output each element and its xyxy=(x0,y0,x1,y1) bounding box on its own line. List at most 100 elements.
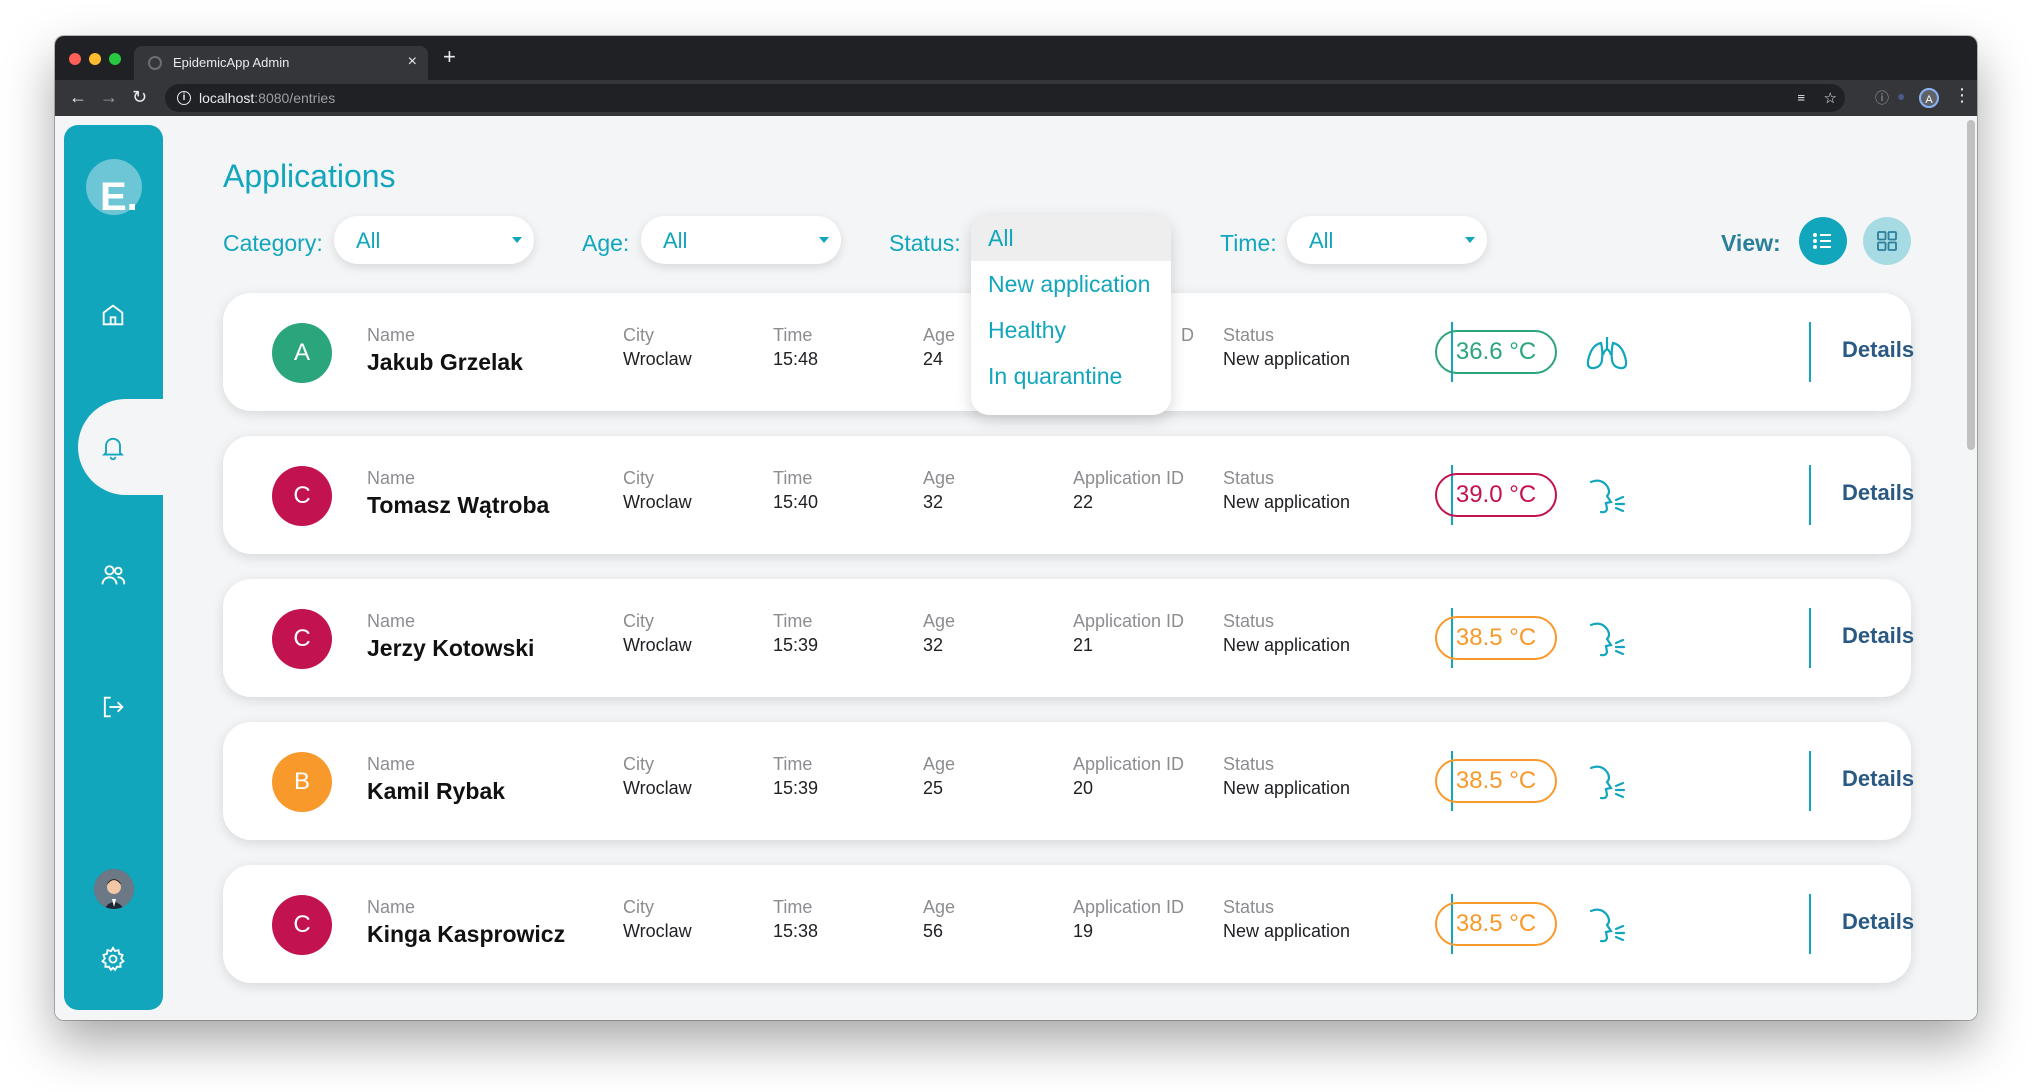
application-id-label: Application ID xyxy=(1073,468,1185,488)
tab-close-icon[interactable]: × xyxy=(407,53,417,70)
extension-info-icon[interactable]: ⓘ xyxy=(1875,90,1889,106)
details-link[interactable]: Details xyxy=(1842,480,1915,505)
back-arrow-icon[interactable]: ← xyxy=(69,87,87,107)
status-dropdown[interactable]: All New application Healthy In quarantin… xyxy=(971,215,1171,415)
city-label: City xyxy=(623,897,654,917)
category-select[interactable]: All xyxy=(334,216,534,264)
age-select[interactable]: All xyxy=(641,216,841,264)
time-label: Time xyxy=(773,754,813,774)
forward-arrow-icon[interactable]: → xyxy=(100,87,118,107)
application-id-value: 20 xyxy=(1073,778,1094,798)
browser-menu-icon[interactable]: ⋮ xyxy=(1953,85,1971,105)
application-row[interactable]: B Name Kamil Rybak City Wroclaw Time 15:… xyxy=(223,722,1915,840)
time-value: 15:40 xyxy=(773,492,819,512)
applicant-avatar: C xyxy=(272,895,332,955)
reload-icon[interactable]: ↻ xyxy=(132,87,148,107)
list-view-button[interactable] xyxy=(1799,217,1847,265)
application-row[interactable]: C Name Tomasz Wątroba City Wroclaw Time … xyxy=(223,436,1915,554)
translate-icon[interactable]: ≡ xyxy=(1797,90,1805,105)
name-label: Name xyxy=(367,754,416,774)
logout-icon[interactable] xyxy=(99,693,127,721)
city-value: Wroclaw xyxy=(623,635,692,655)
age-value: 32 xyxy=(923,492,944,512)
application-id-value: 19 xyxy=(1073,921,1094,941)
details-link[interactable]: Details xyxy=(1842,337,1915,362)
status-value: New application xyxy=(1223,778,1351,798)
page-content: E. xyxy=(55,116,1977,1020)
row-divider xyxy=(1809,894,1811,954)
globe-icon xyxy=(148,56,162,70)
details-link[interactable]: Details xyxy=(1842,623,1915,648)
new-tab-button[interactable]: + xyxy=(443,44,456,69)
info-icon[interactable]: i xyxy=(177,91,191,105)
status-value: New application xyxy=(1223,921,1351,941)
name-label: Name xyxy=(367,611,416,631)
minimize-window-button[interactable] xyxy=(89,53,101,65)
details-link[interactable]: Details xyxy=(1842,766,1915,791)
cough-icon xyxy=(1589,622,1626,657)
status-option-healthy[interactable]: Healthy xyxy=(988,317,1066,343)
applicant-avatar: B xyxy=(272,752,332,812)
profile-avatar[interactable]: A xyxy=(1919,88,1939,108)
status-label: Status xyxy=(1223,325,1275,345)
temperature-badge: 38.5 °C xyxy=(1435,616,1557,660)
lungs-icon xyxy=(1586,337,1628,370)
status-option-in-quarantine[interactable]: In quarantine xyxy=(988,363,1123,389)
sidebar-item-notifications[interactable] xyxy=(78,399,178,495)
user-avatar[interactable] xyxy=(94,869,134,909)
name-label: Name xyxy=(367,325,416,345)
age-value: 56 xyxy=(923,921,944,941)
maximize-window-button[interactable] xyxy=(109,53,121,65)
age-value: 24 xyxy=(923,349,944,369)
temperature-badge: 38.5 °C xyxy=(1435,902,1557,946)
city-label: City xyxy=(623,754,654,774)
url-text[interactable]: localhost:8080/entries xyxy=(199,90,336,106)
extension-icon[interactable]: ● xyxy=(1897,88,1906,104)
symptom-icon-slot xyxy=(1583,619,1631,659)
symptom-icon-slot xyxy=(1583,762,1631,802)
grid-view-button[interactable] xyxy=(1863,217,1911,265)
application-id-label: Application ID xyxy=(1073,611,1185,631)
applicant-name: Jerzy Kotowski xyxy=(367,635,535,661)
time-label: Time xyxy=(773,611,813,631)
users-icon[interactable] xyxy=(99,561,127,589)
age-filter-label: Age: xyxy=(582,230,630,256)
logo xyxy=(86,159,142,215)
time-select[interactable]: All xyxy=(1287,216,1487,264)
sidebar: E. xyxy=(64,125,178,1010)
row-divider xyxy=(1809,751,1811,811)
application-id-value: 22 xyxy=(1073,492,1094,512)
time-filter-label: Time: xyxy=(1220,230,1277,256)
details-link[interactable]: Details xyxy=(1842,909,1915,934)
age-value: 32 xyxy=(923,635,944,655)
status-option-new-application[interactable]: New application xyxy=(988,271,1151,297)
settings-icon[interactable] xyxy=(99,945,127,973)
logo-text: E. xyxy=(100,175,138,219)
city-label: City xyxy=(623,325,654,345)
application-id-label: D xyxy=(1181,325,1194,345)
time-value: 15:48 xyxy=(773,349,819,369)
scrollbar[interactable] xyxy=(1967,120,1975,450)
status-value: New application xyxy=(1223,635,1351,655)
close-window-button[interactable] xyxy=(69,53,81,65)
chevron-down-icon xyxy=(1465,237,1475,243)
application-row[interactable]: C Name Jerzy Kotowski City Wroclaw Time … xyxy=(223,579,1915,697)
city-value: Wroclaw xyxy=(623,349,692,369)
time-value: 15:39 xyxy=(773,778,819,798)
browser-toolbar: ← → ↻ i localhost:8080/entries ☆ ≡ ⓘ ● A… xyxy=(55,80,1977,116)
status-option-all[interactable]: All xyxy=(971,215,1171,261)
application-id-label: Application ID xyxy=(1073,754,1185,774)
time-label: Time xyxy=(773,325,813,345)
home-icon[interactable] xyxy=(99,301,127,329)
application-row[interactable]: C Name Kinga Kasprowicz City Wroclaw Tim… xyxy=(223,865,1915,983)
bookmark-star-icon[interactable]: ☆ xyxy=(1823,90,1837,107)
browser-tab[interactable]: EpidemicApp Admin × xyxy=(134,46,428,80)
address-bar[interactable]: i localhost:8080/entries ☆ ≡ xyxy=(165,84,1845,112)
applicant-avatar: C xyxy=(272,609,332,669)
age-value: 25 xyxy=(923,778,944,798)
name-label: Name xyxy=(367,897,416,917)
chevron-down-icon xyxy=(512,237,522,243)
status-value: New application xyxy=(1223,492,1351,512)
city-label: City xyxy=(623,611,654,631)
bell-icon[interactable] xyxy=(99,433,127,461)
